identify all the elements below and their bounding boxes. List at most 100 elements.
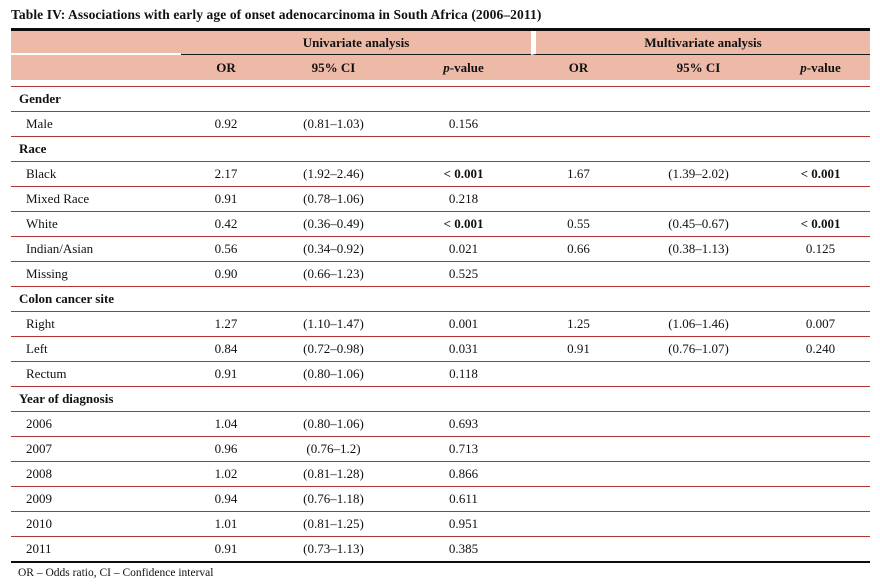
section-row: Gender: [11, 87, 871, 112]
column-header-row: OR 95% CI p-value OR 95% CI p-value: [11, 55, 871, 80]
cell-multi-ci: (0.76–1.07): [626, 337, 772, 362]
cell-multi-p: [771, 462, 871, 487]
pvalue-label: p-value: [800, 59, 841, 75]
cell-multi-or: [531, 487, 627, 512]
cell-uni-p: 0.611: [396, 487, 532, 512]
col-header-pvalue-multivariate: p-value: [771, 55, 871, 80]
cell-multi-ci: [626, 112, 772, 137]
cell-uni-p: 0.021: [396, 237, 532, 262]
cell-uni-or: 0.90: [181, 262, 271, 287]
cell-uni-ci: (0.81–1.25): [271, 512, 396, 537]
cell-uni-p: 0.713: [396, 437, 532, 462]
cell-multi-p: < 0.001: [771, 212, 871, 237]
cell-uni-p: 0.693: [396, 412, 532, 437]
cell-uni-ci: (1.10–1.47): [271, 312, 396, 337]
cell-uni-ci: (0.81–1.03): [271, 112, 396, 137]
cell-multi-ci: (0.45–0.67): [626, 212, 772, 237]
cell-multi-ci: [626, 262, 772, 287]
table-row: 2009 0.94 (0.76–1.18) 0.611: [11, 487, 871, 512]
col-header-pvalue-univariate: p-value: [396, 55, 532, 80]
cell-uni-p: 0.951: [396, 512, 532, 537]
cell-multi-ci: [626, 187, 772, 212]
cell-uni-or: 0.92: [181, 112, 271, 137]
cell-multi-ci: [626, 412, 772, 437]
cell-multi-or: [531, 262, 627, 287]
cell-multi-or: [531, 512, 627, 537]
table-row: Right 1.27 (1.10–1.47) 0.001 1.25 (1.06–1.46)…: [11, 312, 871, 337]
table-title: Table IV: Associations with early age of…: [11, 7, 542, 22]
col-header-ci-univariate: 95% CI: [271, 55, 396, 80]
row-label: Gender: [11, 87, 871, 112]
table-footnote: OR – Odds ratio, CI – Confidence interva…: [18, 567, 214, 579]
row-label: Year of diagnosis: [11, 387, 871, 412]
row-label: 2008: [11, 462, 181, 487]
table-row: Left 0.84 (0.72–0.98) 0.031 0.91 (0.76–1.07) 0…: [11, 337, 871, 362]
cell-uni-or: 2.17: [181, 162, 271, 187]
row-label: Race: [11, 137, 871, 162]
cell-uni-p: 0.118: [396, 362, 532, 387]
row-label: 2010: [11, 512, 181, 537]
cell-uni-ci: (1.92–2.46): [271, 162, 396, 187]
cell-multi-p: [771, 362, 871, 387]
cell-multi-p: 0.125: [771, 237, 871, 262]
header-body-divider: [11, 80, 871, 87]
cell-multi-p: [771, 487, 871, 512]
univariate-analysis-header: Univariate analysis: [181, 31, 532, 55]
table-row: Missing 0.90 (0.66–1.23) 0.525: [11, 262, 871, 287]
cell-uni-ci: (0.81–1.28): [271, 462, 396, 487]
cell-multi-p: [771, 262, 871, 287]
table-row: 2010 1.01 (0.81–1.25) 0.951: [11, 512, 871, 537]
cell-multi-ci: (0.38–1.13): [626, 237, 772, 262]
cell-multi-or: 1.67: [531, 162, 627, 187]
cell-multi-or: [531, 187, 627, 212]
cell-uni-or: 0.56: [181, 237, 271, 262]
row-label: Indian/Asian: [11, 237, 181, 262]
cell-multi-p: < 0.001: [771, 162, 871, 187]
cell-multi-or: [531, 437, 627, 462]
row-label: Missing: [11, 262, 181, 287]
cell-uni-ci: (0.66–1.23): [271, 262, 396, 287]
cell-uni-or: 1.27: [181, 312, 271, 337]
row-label: White: [11, 212, 181, 237]
cell-multi-ci: (1.39–2.02): [626, 162, 772, 187]
col-header-or-multivariate: OR: [531, 55, 627, 80]
section-row: Year of diagnosis: [11, 387, 871, 412]
cell-uni-ci: (0.80–1.06): [271, 362, 396, 387]
cell-uni-ci: (0.78–1.06): [271, 187, 396, 212]
cell-multi-or: 1.25: [531, 312, 627, 337]
cell-uni-ci: (0.76–1.2): [271, 437, 396, 462]
table-row: Rectum 0.91 (0.80–1.06) 0.118: [11, 362, 871, 387]
multivariate-analysis-header: Multivariate analysis: [531, 31, 871, 55]
row-label: 2009: [11, 487, 181, 512]
cell-multi-ci: [626, 487, 772, 512]
section-row: Race: [11, 137, 871, 162]
header-label-cell: [11, 55, 181, 80]
cell-multi-p: [771, 187, 871, 212]
cell-multi-p: [771, 112, 871, 137]
cell-uni-or: 1.02: [181, 462, 271, 487]
pvalue-label: p-value: [443, 59, 484, 75]
cell-multi-or: [531, 462, 627, 487]
cell-uni-ci: (0.80–1.06): [271, 412, 396, 437]
cell-uni-p: 0.525: [396, 262, 532, 287]
cell-uni-or: 1.01: [181, 512, 271, 537]
cell-uni-or: 0.96: [181, 437, 271, 462]
cell-uni-p: 0.218: [396, 187, 532, 212]
table-body: Gender Male 0.92 (0.81–1.03) 0.156 Race Black 2…: [11, 80, 871, 561]
cell-uni-p: 0.156: [396, 112, 532, 137]
row-label: Right: [11, 312, 181, 337]
cell-uni-or: 0.91: [181, 362, 271, 387]
cell-multi-ci: [626, 512, 772, 537]
cell-multi-ci: [626, 437, 772, 462]
analysis-group-row: Univariate analysis Multivariate analysi…: [11, 31, 871, 55]
table-row: Indian/Asian 0.56 (0.34–0.92) 0.021 0.66 (0.3…: [11, 237, 871, 262]
row-label: Rectum: [11, 362, 181, 387]
cell-uni-or: 0.42: [181, 212, 271, 237]
table-row: White 0.42 (0.36–0.49) < 0.001 0.55 (0.45–0.6…: [11, 212, 871, 237]
cell-multi-p: 0.007: [771, 312, 871, 337]
table-row: Male 0.92 (0.81–1.03) 0.156: [11, 112, 871, 137]
cell-multi-ci: [626, 362, 772, 387]
table-row: 2006 1.04 (0.80–1.06) 0.693: [11, 412, 871, 437]
cell-multi-p: [771, 512, 871, 537]
cell-uni-or: 0.84: [181, 337, 271, 362]
